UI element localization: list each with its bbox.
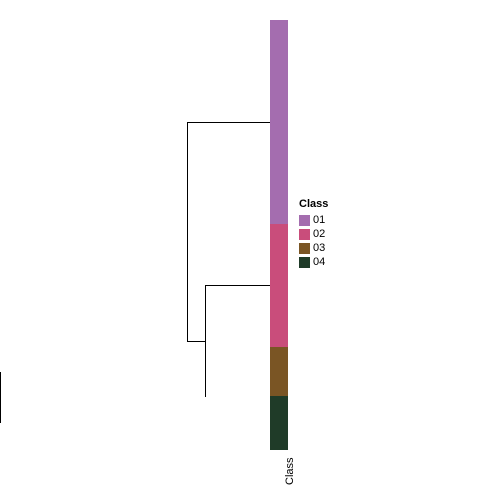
legend-item: 02: [299, 227, 328, 241]
dendro-h-line: [187, 341, 205, 342]
legend-label: 02: [313, 227, 325, 241]
legend-item: 04: [299, 255, 328, 269]
legend-swatch: [299, 229, 310, 240]
legend-swatch: [299, 215, 310, 226]
legend-label: 04: [313, 255, 325, 269]
dendro-v-line: [0, 372, 1, 424]
legend-item: 03: [299, 241, 328, 255]
legend-label: 01: [313, 213, 325, 227]
legend-title: Class: [299, 197, 328, 211]
heatmap-cell: [270, 20, 288, 224]
legend-item: 01: [299, 213, 328, 227]
heatmap-cell: [270, 347, 288, 396]
class-legend: Class 01020304: [299, 197, 328, 269]
dendro-v-line: [187, 122, 188, 341]
heatmap-cell: [270, 396, 288, 450]
heatmap-cell: [270, 224, 288, 347]
dendro-h-line: [205, 285, 270, 286]
legend-swatch: [299, 243, 310, 254]
dendro-h-line: [187, 122, 270, 123]
column-axis-label: Class: [284, 457, 296, 485]
legend-label: 03: [313, 241, 325, 255]
legend-swatch: [299, 257, 310, 268]
